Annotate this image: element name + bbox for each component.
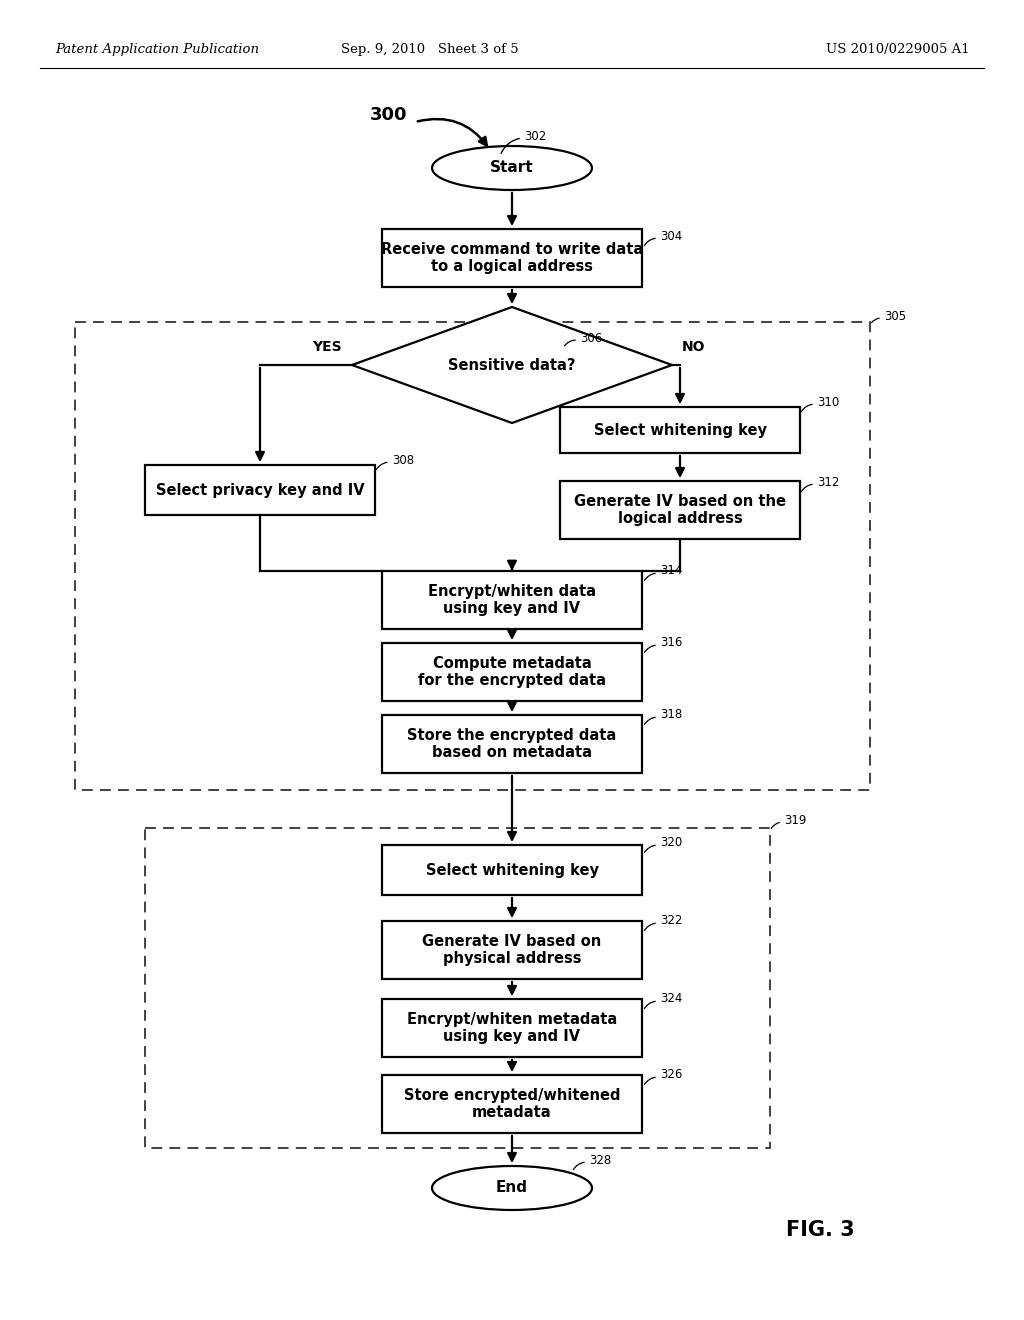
Text: Generate IV based on the
logical address: Generate IV based on the logical address: [574, 494, 786, 527]
Text: 308: 308: [392, 454, 414, 466]
Text: 316: 316: [660, 636, 682, 649]
Text: 306: 306: [580, 331, 602, 345]
Text: 305: 305: [884, 309, 906, 322]
Text: Start: Start: [490, 161, 534, 176]
Text: Sep. 9, 2010   Sheet 3 of 5: Sep. 9, 2010 Sheet 3 of 5: [341, 44, 519, 57]
Text: Encrypt/whiten metadata
using key and IV: Encrypt/whiten metadata using key and IV: [407, 1012, 617, 1044]
Text: 314: 314: [660, 565, 682, 578]
Text: 322: 322: [660, 915, 682, 928]
FancyBboxPatch shape: [382, 845, 642, 895]
Text: Select whitening key: Select whitening key: [594, 422, 767, 437]
Text: 304: 304: [660, 230, 682, 243]
Text: Patent Application Publication: Patent Application Publication: [55, 44, 259, 57]
Text: 326: 326: [660, 1068, 682, 1081]
Text: YES: YES: [312, 341, 342, 354]
FancyBboxPatch shape: [145, 465, 375, 515]
Text: 324: 324: [660, 993, 682, 1006]
Text: 300: 300: [370, 106, 408, 124]
Text: Store the encrypted data
based on metadata: Store the encrypted data based on metada…: [408, 727, 616, 760]
Text: 302: 302: [524, 129, 546, 143]
FancyBboxPatch shape: [560, 480, 800, 539]
Text: 318: 318: [660, 709, 682, 722]
FancyBboxPatch shape: [382, 1074, 642, 1133]
FancyBboxPatch shape: [382, 921, 642, 979]
FancyBboxPatch shape: [382, 643, 642, 701]
Text: Generate IV based on
physical address: Generate IV based on physical address: [422, 933, 602, 966]
Text: Store encrypted/whitened
metadata: Store encrypted/whitened metadata: [403, 1088, 621, 1121]
Text: US 2010/0229005 A1: US 2010/0229005 A1: [826, 44, 970, 57]
Text: 320: 320: [660, 837, 682, 850]
Text: 328: 328: [589, 1154, 611, 1167]
Text: Sensitive data?: Sensitive data?: [449, 358, 575, 372]
Text: 319: 319: [784, 813, 806, 826]
Text: Compute metadata
for the encrypted data: Compute metadata for the encrypted data: [418, 656, 606, 688]
Text: Select privacy key and IV: Select privacy key and IV: [156, 483, 365, 498]
Text: Select whitening key: Select whitening key: [426, 862, 598, 878]
Ellipse shape: [432, 1166, 592, 1210]
FancyBboxPatch shape: [382, 999, 642, 1057]
Text: 312: 312: [817, 475, 840, 488]
Ellipse shape: [432, 147, 592, 190]
FancyBboxPatch shape: [382, 228, 642, 286]
Text: 310: 310: [817, 396, 840, 408]
Text: NO: NO: [682, 341, 706, 354]
FancyBboxPatch shape: [560, 407, 800, 453]
Polygon shape: [352, 308, 672, 422]
Text: Receive command to write data
to a logical address: Receive command to write data to a logic…: [381, 242, 643, 275]
FancyBboxPatch shape: [382, 715, 642, 774]
FancyBboxPatch shape: [382, 572, 642, 630]
Text: End: End: [496, 1180, 528, 1196]
Text: FIG. 3: FIG. 3: [785, 1220, 854, 1239]
Text: Encrypt/whiten data
using key and IV: Encrypt/whiten data using key and IV: [428, 583, 596, 616]
